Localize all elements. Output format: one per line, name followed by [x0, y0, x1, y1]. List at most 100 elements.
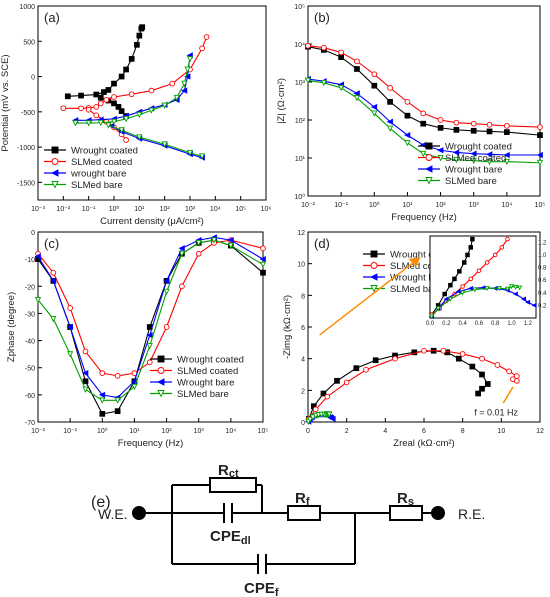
- panel-d-inset: 0.0 0.2 0.4 0.6 0.8 1.0 1.2 0.2 0.4 0.6 0.8 1.0 1.2: [426, 235, 547, 327]
- panel-b-ytick-label: 10²: [295, 118, 306, 125]
- panel-c-point-2-3: [82, 370, 89, 377]
- panel-d-inset-point-3-10: [517, 285, 523, 291]
- panel-b-point-3-2: [338, 85, 345, 92]
- cpedl-label: CPEdl: [210, 528, 251, 547]
- panel-d-xtick-label: 6: [422, 428, 426, 435]
- panel-a-point-0-5: [111, 80, 117, 87]
- panel-c-point-3-0: [34, 297, 42, 304]
- panel-b-point-2-11: [486, 151, 493, 158]
- panel-a-point-0-4: [105, 87, 112, 93]
- panel-c-ytick-label: -40: [25, 339, 35, 346]
- panel-d-legend-label: Wrought coated: [390, 250, 457, 261]
- panel-c-label: (c): [44, 236, 59, 251]
- panel-d-xtick-label: 12: [536, 428, 544, 435]
- panel-d-inset-xtick-label: 0.8: [491, 321, 500, 327]
- panel-c-point-1-2: [67, 305, 73, 311]
- panel-a-point-0-0: [64, 93, 71, 100]
- panel-b-point-0-11: [486, 128, 493, 135]
- panel-d-ytick-label: 8: [301, 293, 305, 300]
- panel-d-legend-label: SLMed bare: [390, 284, 442, 295]
- panel-a-ytick-label: -1500: [17, 180, 35, 187]
- panel-a-point-3-0: [85, 106, 92, 113]
- panel-a-xtick-label: 10⁻³: [31, 206, 45, 213]
- panel-a-xtick-label: 10⁻²: [56, 206, 70, 213]
- panel-a-point-6-0: [72, 120, 79, 127]
- panel-d-legend-marker: [370, 285, 378, 293]
- panel-d-legend-marker: [370, 262, 378, 269]
- panel-b-point-1-4: [371, 71, 378, 78]
- panel-b-point-3-12: [503, 158, 510, 166]
- panel-c-point-1-10: [195, 250, 202, 257]
- panel-b-point-2-6: [404, 131, 411, 139]
- panel-b-point-0-5: [387, 99, 393, 105]
- panel-c-legend-label: Wrought bare: [177, 378, 234, 389]
- panel-b-point-0-8: [437, 125, 444, 131]
- panel-d-ytick-label: 0: [301, 420, 305, 427]
- panel-d-inset-point-3-9: [513, 284, 519, 290]
- panel-d-point-0-11: [469, 363, 476, 370]
- panel-a-xtick-label: 10¹: [134, 206, 145, 213]
- panel-b-point-0-10: [470, 127, 477, 134]
- panel-b-point-0-9: [453, 127, 460, 133]
- panel-b-point-2-8: [437, 147, 444, 154]
- panel-b-legend-label: SLMed bare: [445, 176, 497, 187]
- panel-a-xtick-label: 10⁻¹: [82, 206, 96, 213]
- panel-d-inset-point-1-4: [460, 284, 465, 289]
- panel-c-point-3-6: [131, 383, 138, 391]
- panel-a-point-1-4: [118, 108, 125, 114]
- panel-d-inset-point-2-8: [512, 291, 518, 297]
- panel-c-legend-marker: [157, 367, 165, 374]
- panel-a-point-2-1: [78, 105, 84, 112]
- panel-d-point-3-2: [309, 414, 316, 421]
- panel-d-inset-point-3-1: [435, 306, 441, 312]
- panel-a-point-0-10: [136, 32, 143, 39]
- panel-d-point-1-5: [392, 355, 398, 362]
- panel-c-xlabel: Frequency (Hz): [118, 438, 183, 449]
- panel-a-ytick-label: 500: [23, 39, 35, 46]
- panel-a-xtick-label: 10⁰: [109, 205, 120, 213]
- panel-a-xtick-label: 10⁴: [210, 206, 221, 213]
- panel-d-point-3-1: [306, 416, 314, 424]
- panel-a-point-7-4: [186, 149, 194, 157]
- panel-d-inset-point-1-6: [476, 268, 482, 273]
- panel-d-inset-xtick-label: 1.2: [524, 321, 533, 327]
- panel-c-legend-marker: [157, 390, 165, 398]
- panel-a-point-6-9: [181, 80, 188, 88]
- rf-label: Rf: [295, 490, 310, 508]
- panel-c-point-2-0: [34, 253, 41, 260]
- panel-d-point-1-3: [343, 379, 350, 386]
- panel-d-inset-point-1-8: [492, 252, 498, 258]
- panel-b-point-3-7: [420, 150, 427, 158]
- panel-d-inset-ytick-label: 0.6: [538, 278, 547, 284]
- panel-d-inset-point-0-6: [461, 260, 467, 265]
- panel-c-xtick-label: 10⁻¹: [63, 428, 77, 435]
- panel-c-ytick-label: -30: [25, 311, 35, 318]
- panel-c-xtick-label: 10¹: [129, 428, 140, 435]
- panel-b-point-2-5: [386, 118, 393, 125]
- panel-d-inset-point-0-4: [452, 276, 457, 282]
- panel-b-point-1-12: [504, 123, 510, 129]
- panel-a-legend-marker: [50, 169, 59, 177]
- panel-d-inset-point-3-8: [509, 284, 515, 290]
- cpef-label: CPEf: [244, 580, 279, 597]
- panel-b-ytick-label: 10¹: [295, 156, 306, 163]
- panel-b-legend-label: Wrought bare: [445, 165, 502, 176]
- panel-b-point-3-0: [304, 77, 312, 84]
- panel-a-legend-label: wrought bare: [70, 169, 126, 180]
- panel-d-point-2-11: [329, 415, 336, 422]
- panel-d-inset-point-3-4: [472, 287, 478, 293]
- panel-d-ytick-label: 6: [301, 325, 305, 332]
- panel-d-legend-label: Wrought bare: [390, 273, 447, 284]
- panel-d-point-1-8: [459, 351, 466, 357]
- panel-b-point-3-3: [353, 95, 361, 102]
- panel-d-inset-point-2-2: [443, 296, 449, 302]
- panel-c-point-3-10: [195, 240, 202, 247]
- panel-b-xtick-label: 10³: [469, 202, 480, 209]
- panel-label-e: (e): [91, 494, 111, 511]
- panel-d-inset-ytick-label: 1.0: [538, 253, 547, 259]
- panel-b-xtick-label: 10⁴: [501, 202, 512, 209]
- panel-c-point-3-4: [99, 397, 106, 404]
- panel-a-point-1-2: [111, 100, 117, 107]
- panel-d-inset-ytick-label: 1.2: [538, 240, 547, 246]
- panel-b-point-0-13: [537, 132, 543, 138]
